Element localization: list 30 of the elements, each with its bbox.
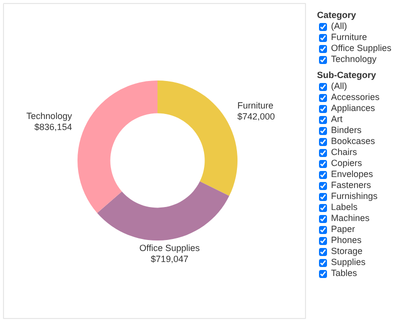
text: Fasteners — [330, 180, 372, 191]
text: Art — [330, 114, 344, 125]
slice-label: Furniture — [237, 100, 274, 110]
text: Machines — [330, 213, 371, 224]
slice-label: Office Supplies — [139, 243, 200, 254]
text: Paper — [330, 224, 356, 235]
data-label: $836,154 — [34, 122, 72, 132]
text: Bookcases — [330, 136, 376, 147]
text: Furniture — [330, 32, 368, 43]
text: (All) — [330, 81, 348, 92]
slice-label: Technology — [26, 111, 72, 122]
text: Sub-Category — [317, 70, 378, 81]
data-label: $742,000 — [237, 111, 275, 122]
text: Technology — [330, 54, 378, 65]
text: Office Supplies — [330, 43, 392, 54]
text: Appliances — [330, 103, 376, 114]
text: Chairs — [330, 147, 358, 158]
data-label: $719,047 — [150, 254, 188, 264]
text: (All) — [330, 21, 348, 32]
text: Labels — [330, 202, 359, 213]
text: Accessories — [330, 92, 381, 103]
text: Supplies — [330, 257, 367, 268]
text: Envelopes — [330, 169, 374, 180]
text: Tables — [330, 268, 358, 279]
text: Category — [317, 10, 358, 21]
text: Storage — [330, 246, 364, 257]
text: Binders — [330, 125, 363, 136]
text: Copiers — [330, 158, 364, 169]
text: Phones — [330, 235, 363, 246]
text: Furnishings — [330, 191, 379, 202]
